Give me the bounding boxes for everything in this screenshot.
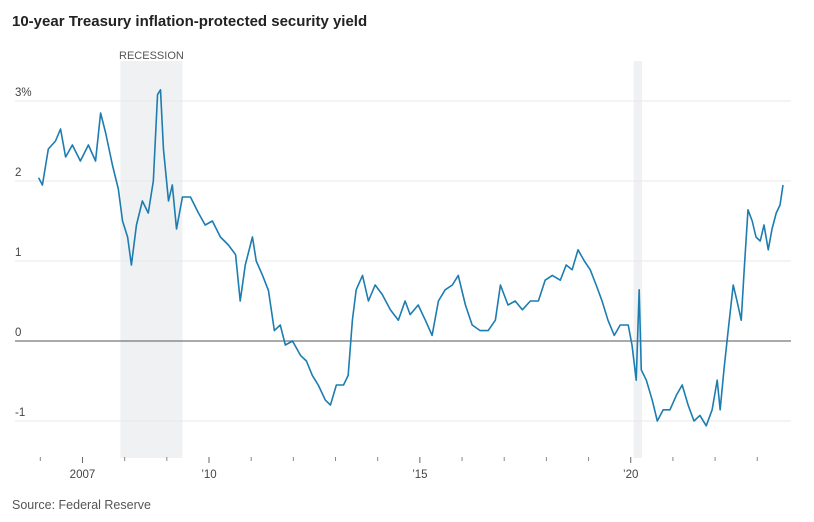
y-tick-label: -1: [15, 407, 25, 419]
source: Source: Federal Reserve: [12, 498, 151, 512]
y-tick-label: 2: [15, 167, 21, 179]
x-tick-label: ’20: [623, 469, 638, 481]
y-tick-label: 3%: [15, 87, 32, 99]
x-tick-label: ’15: [412, 469, 427, 481]
recession-label: RECESSION: [119, 50, 184, 62]
y-tick-label: 0: [15, 327, 21, 339]
recession-band: [120, 61, 183, 458]
recession-band: [633, 61, 643, 458]
chart-title: 10-year Treasury inflation-protected sec…: [12, 13, 367, 30]
x-tick-label: ’10: [201, 469, 216, 481]
series-line: [37, 89, 784, 427]
y-tick-label: 1: [15, 247, 21, 259]
x-tick-label: 2007: [70, 469, 96, 481]
